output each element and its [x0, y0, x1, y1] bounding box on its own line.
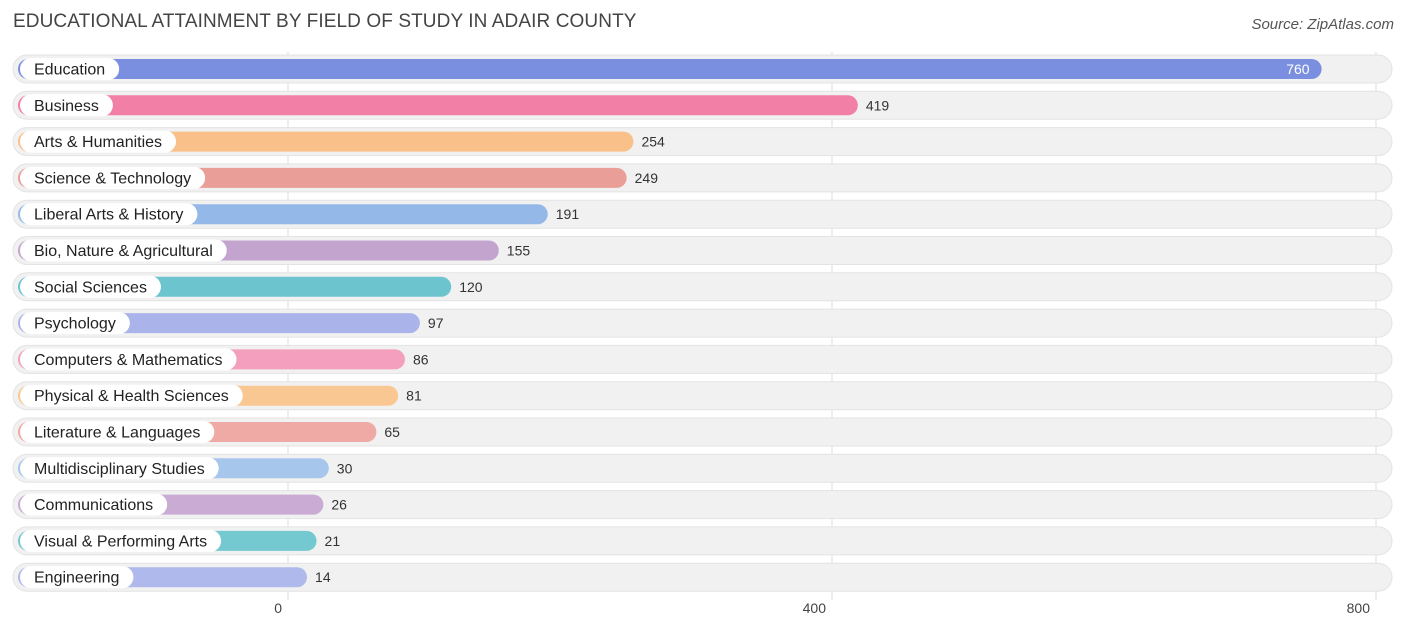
value-label: 26 [331, 497, 347, 513]
bar-track [12, 490, 1393, 520]
value-label: 81 [406, 388, 422, 404]
value-label: 97 [428, 315, 444, 331]
category-label-pill [20, 130, 177, 153]
value-label: 249 [635, 170, 659, 186]
category-label: Computers & Mathematics [34, 352, 223, 369]
category-label: Engineering [34, 570, 119, 587]
category-label: Education [34, 62, 105, 79]
category-label-pill [20, 166, 206, 189]
category-label-pill [20, 384, 243, 407]
category-label: Arts & Humanities [34, 134, 162, 151]
value-label: 760 [1286, 61, 1310, 77]
category-label: Psychology [34, 316, 116, 333]
category-label-pill [20, 457, 219, 480]
bar-track [12, 526, 1393, 556]
value-label: 30 [337, 460, 353, 476]
category-label-pill [20, 94, 113, 117]
category-label: Liberal Arts & History [34, 207, 183, 224]
category-label: Business [34, 98, 99, 115]
bar [18, 95, 858, 116]
category-label: Physical & Health Sciences [34, 388, 229, 405]
category-label: Social Sciences [34, 279, 147, 296]
value-label: 419 [866, 97, 890, 113]
category-label-pill [20, 529, 222, 552]
bar-track [12, 453, 1393, 483]
category-label: Bio, Nature & Agricultural [34, 243, 213, 260]
category-label: Visual & Performing Arts [34, 533, 207, 550]
category-label: Multidisciplinary Studies [34, 461, 205, 478]
category-label-pill [20, 312, 130, 335]
value-label: 254 [641, 134, 665, 150]
category-label-pill [20, 566, 134, 589]
bar-track [12, 562, 1393, 592]
chart-title: Educational Attainment by Field of Study… [13, 11, 637, 32]
category-label-pill [20, 421, 215, 443]
x-tick-label: 0 [274, 600, 282, 616]
value-label: 120 [459, 279, 483, 295]
value-label: 86 [413, 351, 429, 367]
x-tick-label: 400 [803, 600, 827, 616]
bar [18, 59, 1322, 79]
category-label: Science & Technology [34, 170, 191, 187]
value-label: 155 [507, 243, 531, 259]
value-label: 191 [556, 206, 580, 222]
category-label-pill [20, 203, 198, 226]
category-label-pill [20, 493, 168, 516]
value-label: 14 [315, 569, 331, 585]
category-label-pill [20, 348, 237, 371]
category-label-pill [20, 58, 120, 80]
x-tick-label: 800 [1347, 600, 1371, 616]
category-label: Literature & Languages [34, 425, 200, 442]
category-label: Communications [34, 497, 153, 514]
category-label-pill [20, 239, 227, 262]
source-note: Source: ZipAtlas.com [1251, 16, 1394, 33]
category-label-pill [20, 275, 161, 298]
value-label: 21 [325, 533, 341, 549]
value-label: 65 [384, 424, 400, 440]
